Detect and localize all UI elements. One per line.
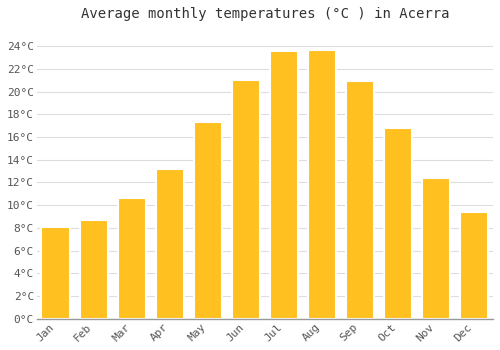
Bar [118,198,146,319]
Bar [156,169,184,319]
Title: Average monthly temperatures (°C ) in Acerra: Average monthly temperatures (°C ) in Ac… [80,7,449,21]
Bar [422,178,450,319]
Bar [80,220,108,319]
Bar [346,81,374,319]
Bar [460,212,488,319]
Bar [308,49,336,319]
Bar [270,51,298,319]
Bar [42,227,70,319]
Bar [232,80,260,319]
Bar [194,122,222,319]
Bar [384,128,412,319]
